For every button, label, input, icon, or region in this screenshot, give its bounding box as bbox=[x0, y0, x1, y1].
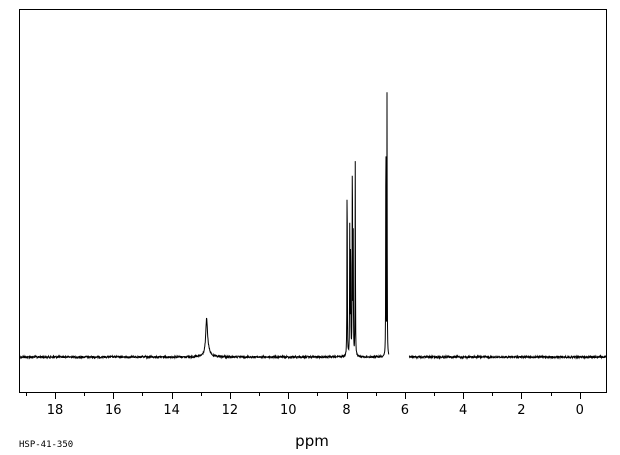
x-tick-label: 14 bbox=[163, 403, 180, 418]
x-tick-label: 12 bbox=[222, 403, 239, 418]
x-axis-title: ppm bbox=[295, 432, 329, 450]
x-axis: 18 16 14 12 10 8 6 4 2 0 bbox=[26, 392, 584, 418]
x-tick-label: 6 bbox=[401, 403, 409, 418]
x-tick-label: 8 bbox=[342, 403, 350, 418]
plot-frame bbox=[19, 9, 607, 393]
spectrum-trace bbox=[19, 92, 607, 360]
x-tick-label: 18 bbox=[47, 403, 64, 418]
x-tick-label: 10 bbox=[280, 403, 297, 418]
x-tick-label: 0 bbox=[576, 403, 584, 418]
sample-code-label: HSP-41-350 bbox=[19, 440, 73, 450]
x-tick-label: 2 bbox=[517, 403, 525, 418]
x-tick-label: 4 bbox=[459, 403, 467, 418]
x-tick-label: 16 bbox=[105, 403, 122, 418]
